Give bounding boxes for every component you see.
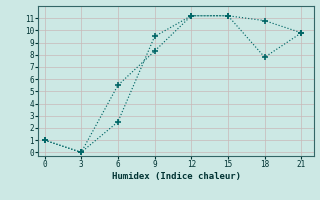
X-axis label: Humidex (Indice chaleur): Humidex (Indice chaleur) [111,172,241,181]
